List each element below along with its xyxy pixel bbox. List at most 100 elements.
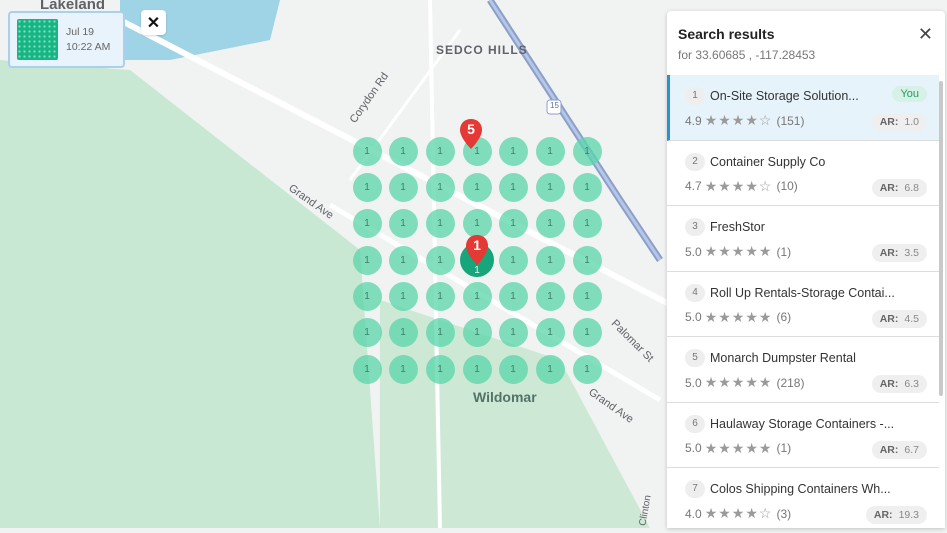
grid-point[interactable]: 1 [535, 245, 565, 275]
grid-point[interactable]: 1 [498, 172, 528, 202]
you-badge: You [892, 86, 927, 102]
map-pin-competitor[interactable]: 5 [459, 118, 483, 150]
star-icons: ★★★★☆ [704, 505, 773, 522]
grid-point[interactable]: 1 [388, 354, 418, 384]
map-label-wildomar: Wildomar [473, 389, 537, 405]
business-name: FreshStor [710, 220, 765, 234]
rank-badge: 2 [685, 152, 705, 171]
grid-point[interactable]: 1 [425, 245, 455, 275]
review-count: (151) [776, 113, 805, 128]
grid-point[interactable]: 1 [425, 136, 455, 166]
grid-point[interactable]: 1 [425, 172, 455, 202]
grid-point[interactable]: 1 [352, 172, 382, 202]
result-item[interactable]: 3 FreshStor 5.0 ★★★★★ (1) AR: 3.5 [667, 206, 939, 272]
ar-value: 6.3 [904, 378, 919, 390]
scan-card[interactable]: Jul 19 10:22 AM [8, 11, 125, 68]
star-icons: ★★★★★ [704, 308, 773, 325]
close-icon[interactable]: ✕ [141, 10, 166, 35]
grid-point[interactable]: 1 [498, 136, 528, 166]
grid-point[interactable]: 1 [572, 208, 602, 238]
ar-label: AR: [879, 378, 899, 390]
highway-shield: 15 [550, 101, 559, 110]
average-rank-badge: AR: 6.3 [871, 375, 927, 393]
rank-badge: 7 [685, 480, 705, 498]
grid-point[interactable]: 1 [462, 208, 492, 238]
grid-point[interactable]: 1 [535, 172, 565, 202]
grid-point[interactable]: 1 [535, 317, 565, 347]
scrollbar[interactable] [939, 81, 943, 396]
grid-point[interactable]: 1 [352, 317, 382, 347]
grid-point[interactable]: 1 [425, 208, 455, 238]
grid-point[interactable]: 1 [425, 317, 455, 347]
result-item[interactable]: 6 Haulaway Storage Containers -... 5.0 ★★★… [667, 403, 939, 468]
grid-point[interactable]: 1 [388, 172, 418, 202]
star-icons: ★★★★☆ [704, 177, 773, 194]
grid-point[interactable]: 1 [572, 317, 602, 347]
grid-point[interactable]: 1 [572, 354, 602, 384]
map-pin-label: 5 [467, 121, 475, 137]
grid-point[interactable]: 1 [572, 281, 602, 311]
grid-point[interactable]: 1 [352, 281, 382, 311]
grid-point[interactable]: 1 [535, 208, 565, 238]
grid-point[interactable]: 1 [352, 354, 382, 384]
grid-point[interactable]: 1 [498, 354, 528, 384]
ar-value: 19.3 [898, 509, 919, 521]
rating: 5.0 [685, 310, 702, 325]
rating: 5.0 [685, 244, 702, 259]
ar-label: AR: [879, 443, 899, 456]
map-pin-business[interactable]: 1 [465, 234, 489, 266]
grid-point[interactable]: 1 [388, 208, 418, 238]
star-icons: ★★★★☆ [704, 112, 773, 129]
result-item[interactable]: 4 Roll Up Rentals-Storage Contai... 5.0 ★★… [667, 272, 939, 337]
grid-point[interactable]: 1 [535, 136, 565, 166]
grid-point[interactable]: 1 [462, 354, 492, 384]
result-item[interactable]: 2 Container Supply Co 4.7 ★★★★☆ (10) AR: 6.8 [667, 141, 939, 206]
grid-point[interactable]: 1 [498, 317, 528, 347]
grid-point[interactable]: 1 [425, 281, 455, 311]
grid-point[interactable]: 1 [572, 172, 602, 202]
grid-point[interactable]: 1 [462, 281, 492, 311]
grid-point[interactable]: 1 [535, 281, 565, 311]
rating: 5.0 [685, 441, 702, 456]
grid-point[interactable]: 1 [352, 136, 382, 166]
grid-point[interactable]: 1 [462, 317, 492, 347]
grid-point[interactable]: 1 [535, 354, 565, 384]
rank-badge: 5 [685, 349, 705, 367]
search-results-panel: Search results for 33.60685 , -117.28453… [667, 11, 945, 528]
grid-point[interactable]: 1 [388, 136, 418, 166]
grid-point[interactable]: 1 [388, 245, 418, 275]
rating: 4.9 [685, 113, 702, 128]
average-rank-badge: AR: 6.8 [871, 178, 927, 197]
panel-subtitle: for 33.60685 , -117.28453 [678, 48, 816, 62]
business-name: Monarch Dumpster Rental [710, 351, 856, 365]
ar-value: 1.0 [904, 116, 919, 128]
result-item[interactable]: 7 Colos Shipping Containers Wh... 4.0 ★★★★… [667, 468, 939, 528]
grid-point[interactable]: 1 [498, 208, 528, 238]
ar-label: AR: [873, 509, 893, 521]
result-item[interactable]: 5 Monarch Dumpster Rental 5.0 ★★★★★ (218) A… [667, 337, 939, 403]
business-name: Colos Shipping Containers Wh... [710, 482, 891, 496]
grid-point[interactable]: 1 [388, 281, 418, 311]
map-pin-label: 1 [473, 237, 481, 253]
rating: 5.0 [685, 375, 702, 390]
grid-point[interactable]: 1 [352, 245, 382, 275]
rank-badge: 6 [685, 414, 705, 433]
grid-point[interactable]: 1 [498, 245, 528, 275]
grid-point[interactable]: 1 [498, 281, 528, 311]
grid-point[interactable]: 1 [352, 208, 382, 238]
result-item[interactable]: 1 On-Site Storage Solution... 4.9 ★★★★☆ (15… [667, 75, 939, 141]
average-rank-badge: AR: 3.5 [871, 244, 927, 262]
ar-value: 6.8 [904, 181, 919, 194]
star-icons: ★★★★★ [704, 374, 773, 391]
close-icon[interactable]: ✕ [917, 24, 933, 44]
grid-point[interactable]: 1 [388, 317, 418, 347]
review-count: (1) [776, 441, 792, 456]
grid-point[interactable]: 1 [572, 245, 602, 275]
grid-point[interactable]: 1 [572, 136, 602, 166]
review-count: (6) [776, 310, 792, 325]
grid-point[interactable]: 1 [425, 354, 455, 384]
grid-point[interactable]: 1 [462, 172, 492, 202]
map-pin-icon [466, 235, 488, 265]
business-name: On-Site Storage Solution... [710, 89, 859, 103]
ar-label: AR: [879, 181, 899, 194]
